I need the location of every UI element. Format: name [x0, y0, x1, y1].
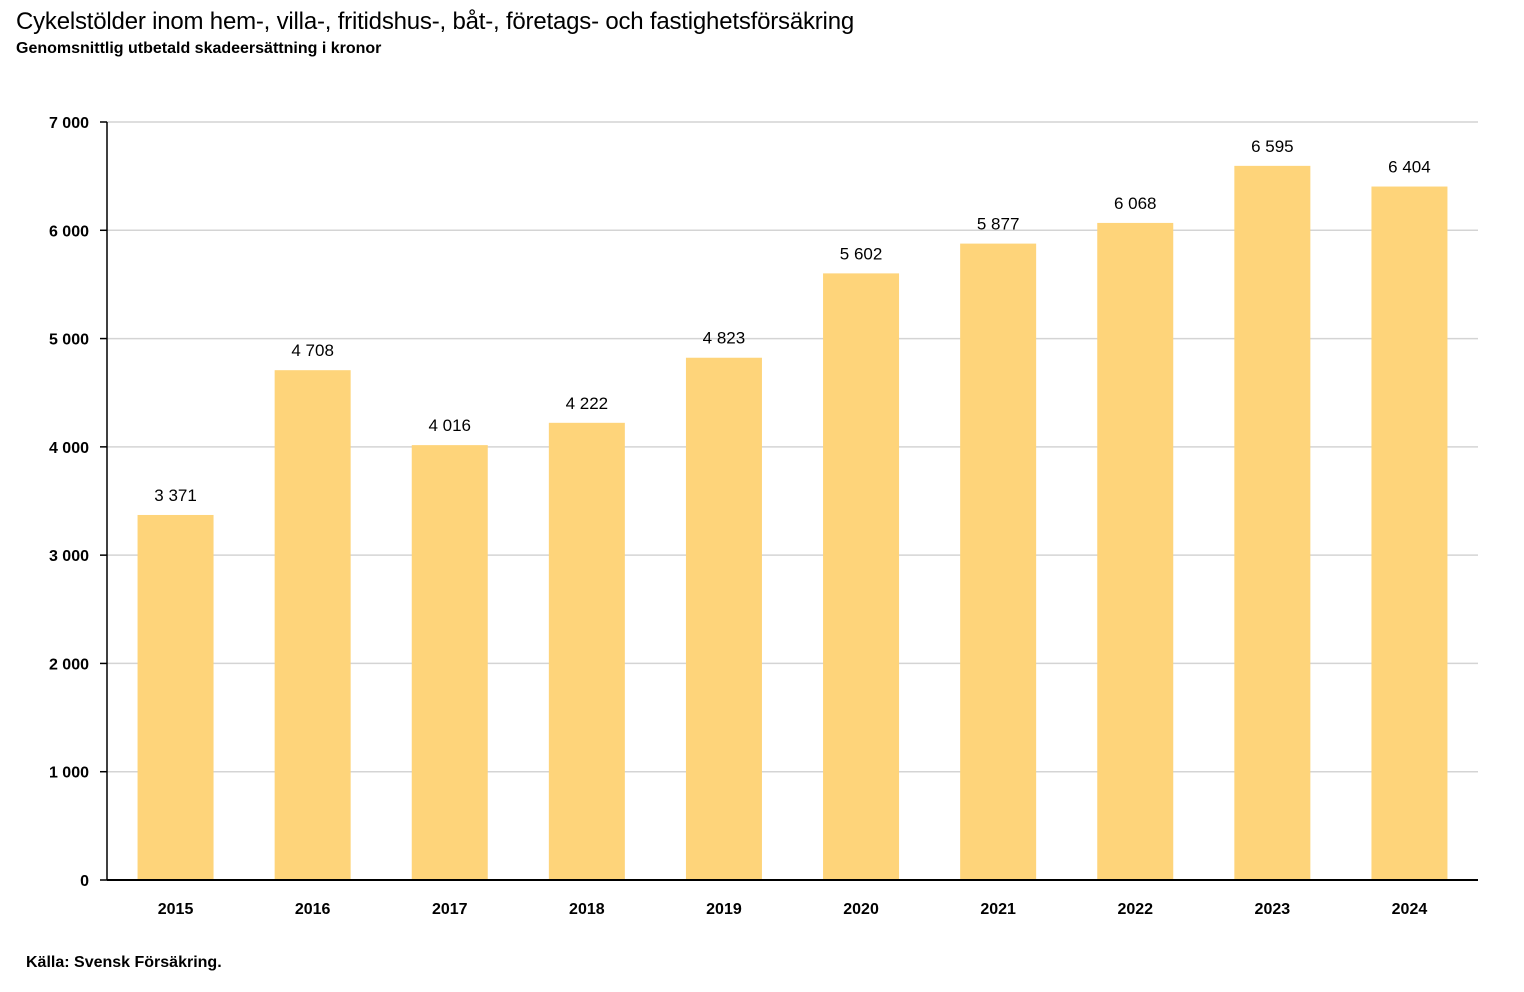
data-label-2019: 4 823	[703, 329, 746, 348]
bar-2018	[548, 422, 625, 880]
data-label-2022: 6 068	[1114, 194, 1157, 213]
x-tick-label: 2015	[158, 901, 194, 918]
bar-2023	[1234, 165, 1311, 880]
data-label-2021: 5 877	[977, 215, 1020, 234]
data-label-2018: 4 222	[566, 394, 609, 413]
bar-2017	[411, 445, 488, 880]
labels: 0 1 000 2 000 3 000 4 000 5 000 6 000 7 000 3 37…	[49, 115, 1431, 918]
bar-2020	[823, 273, 900, 880]
x-tick-label: 2018	[569, 901, 605, 918]
y-tick-label: 7 000	[49, 115, 89, 132]
y-tick-label: 1 000	[49, 765, 89, 782]
data-label-2017: 4 016	[428, 416, 471, 435]
data-label-2015: 3 371	[154, 486, 197, 505]
chart-title: Cykelstölder inom hem-, villa-, fritidsh…	[16, 8, 854, 35]
y-tick-label: 5 000	[49, 332, 89, 349]
x-tick-label: 2017	[432, 901, 468, 918]
y-tick-label: 2 000	[49, 656, 89, 673]
data-label-2020: 5 602	[840, 244, 883, 263]
bar-2021	[960, 243, 1037, 880]
bar-2015	[137, 514, 214, 880]
y-tick-label: 3 000	[49, 548, 89, 565]
data-label-2024: 6 404	[1388, 158, 1431, 177]
y-tick-label: 0	[80, 873, 89, 890]
bar-2022	[1097, 222, 1174, 880]
data-label-2023: 6 595	[1251, 137, 1294, 156]
data-label-2016: 4 708	[291, 341, 334, 360]
x-tick-label: 2021	[980, 901, 1016, 918]
bar-2019	[685, 357, 762, 880]
x-tick-label: 2016	[295, 901, 331, 918]
chart-subtitle: Genomsnittlig utbetald skadeersättning i…	[16, 40, 382, 57]
x-tick-label: 2020	[843, 901, 879, 918]
y-tick-label: 6 000	[49, 223, 89, 240]
bar-2016	[274, 370, 351, 880]
x-tick-label: 2019	[706, 901, 742, 918]
bar-2024	[1371, 186, 1448, 881]
axes	[100, 121, 1478, 881]
y-tick-label: 4 000	[49, 440, 89, 457]
bars	[137, 165, 1448, 881]
x-tick-label: 2023	[1255, 901, 1291, 918]
x-tick-label: 2022	[1117, 901, 1153, 918]
x-tick-label: 2024	[1392, 901, 1428, 918]
source-note: Källa: Svensk Försäkring.	[26, 954, 222, 971]
